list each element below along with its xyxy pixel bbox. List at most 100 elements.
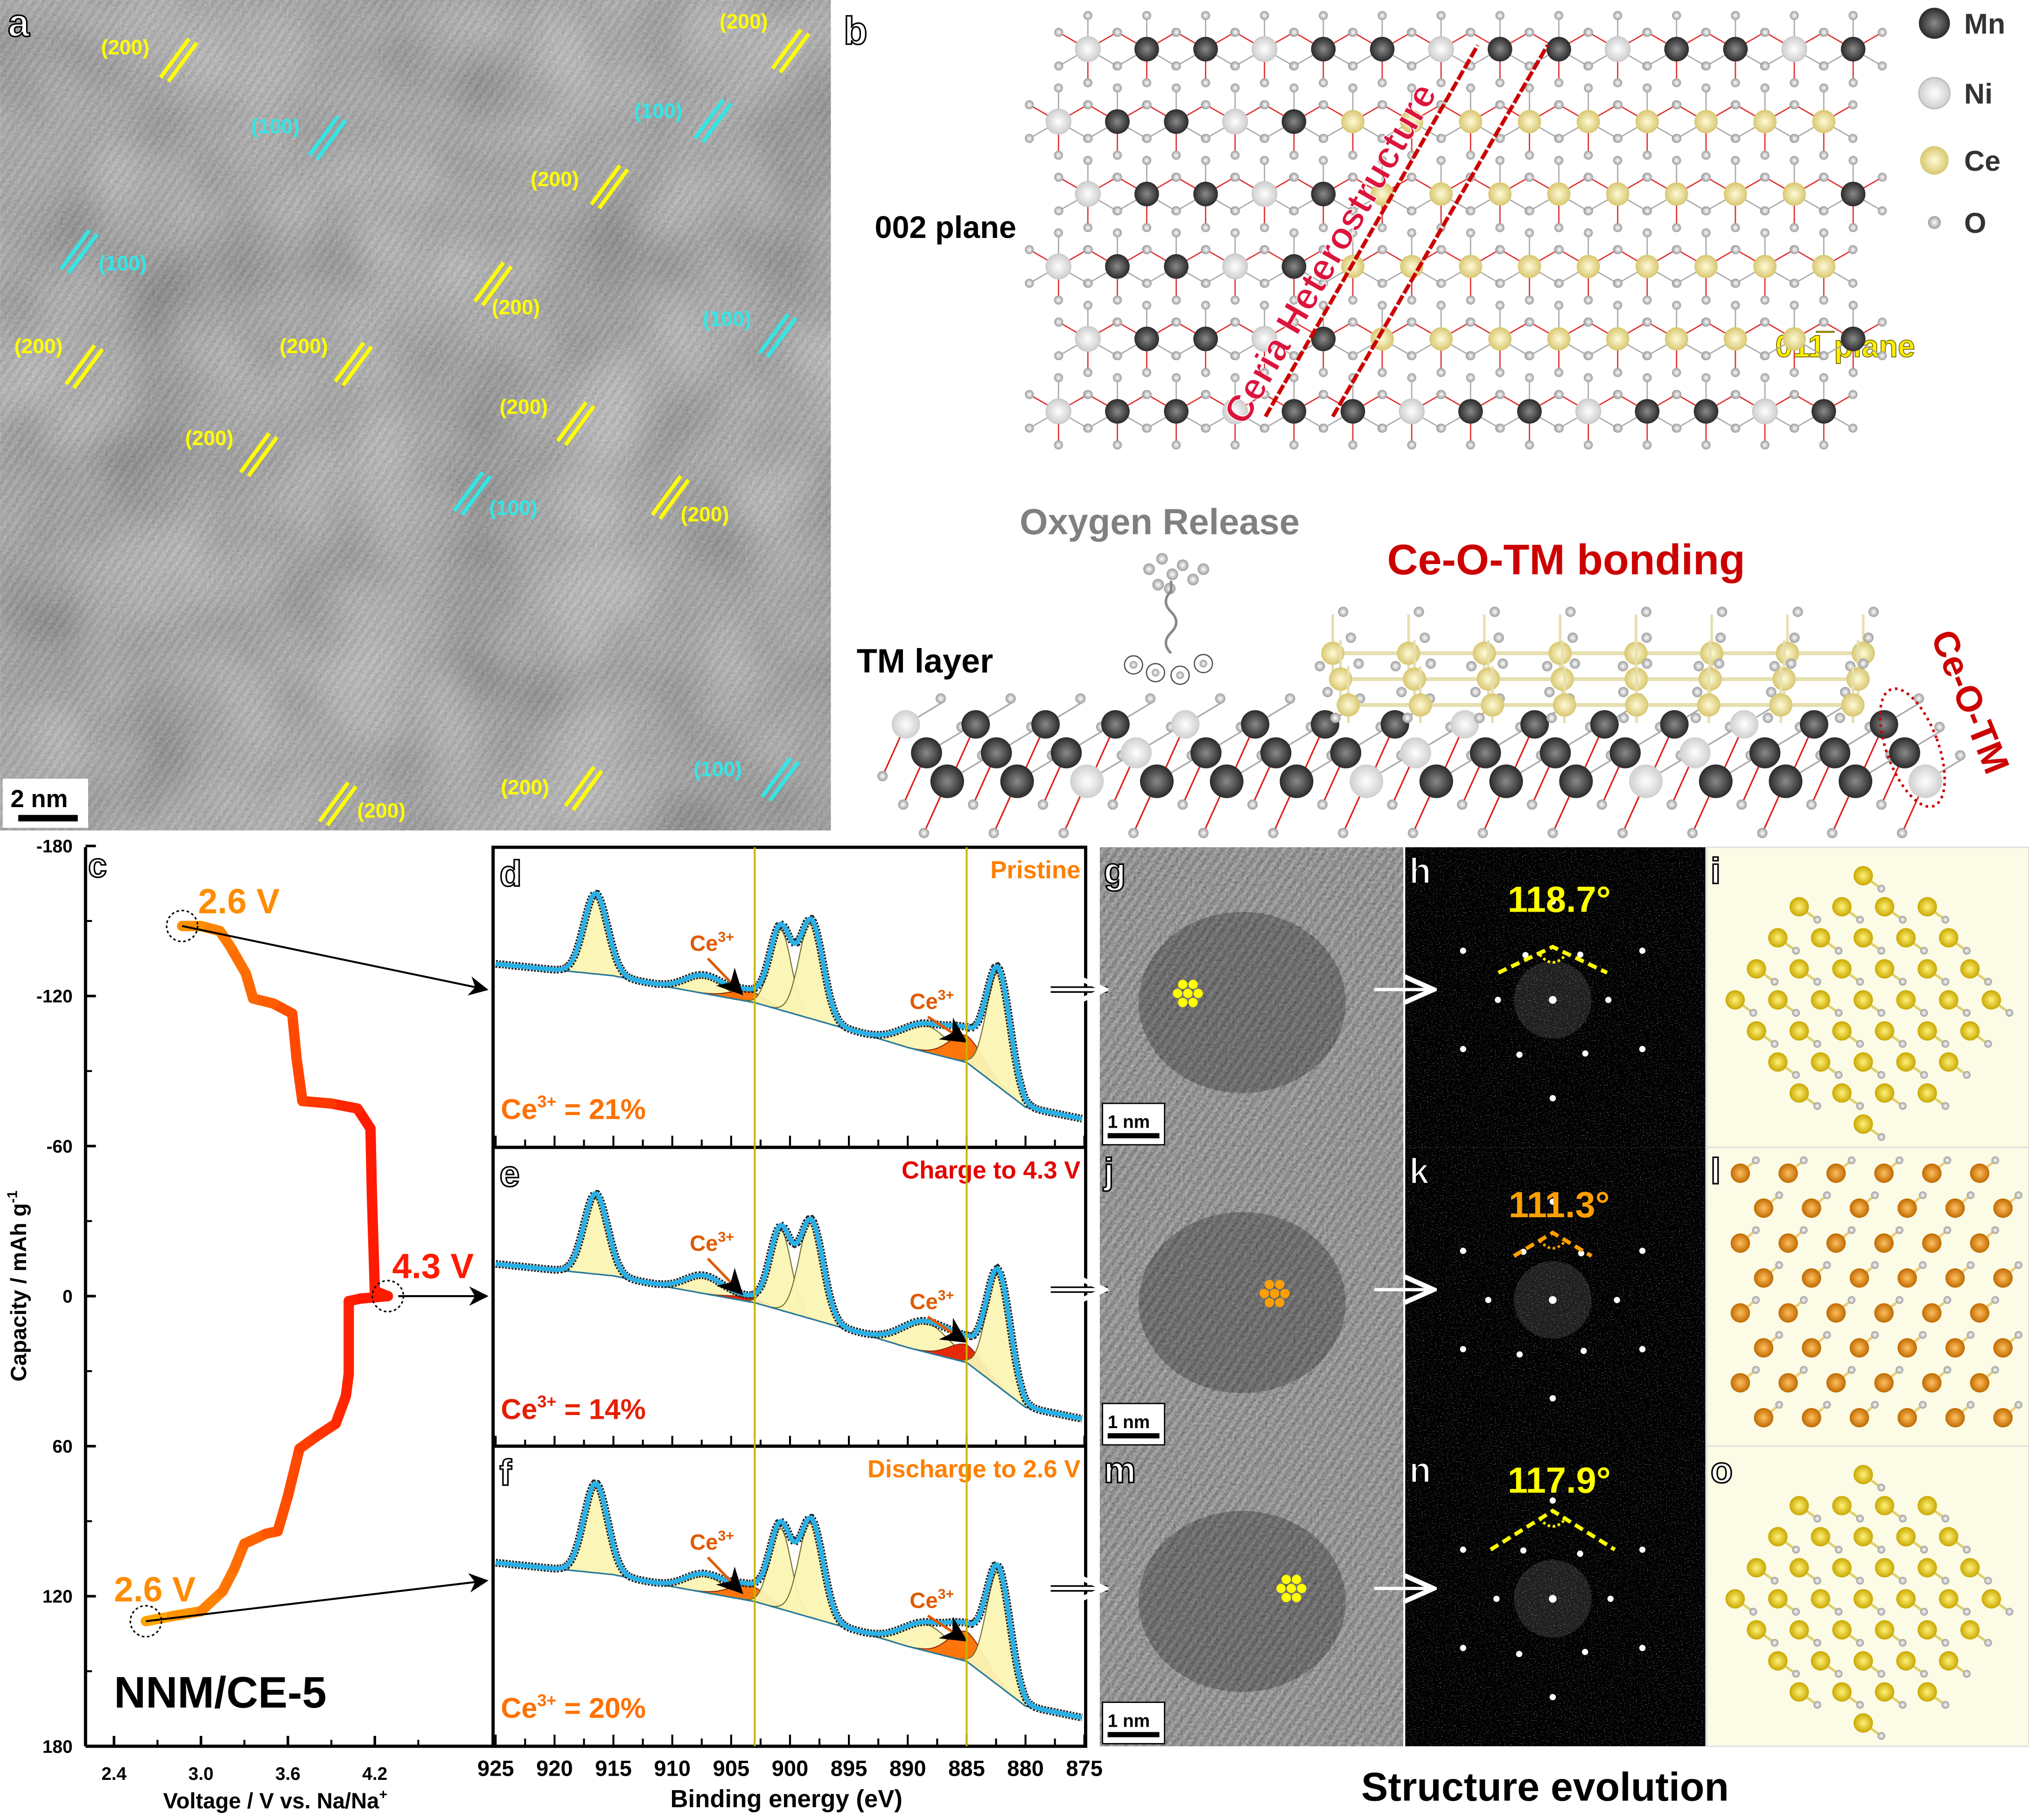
legend-ce-icon — [1920, 146, 1949, 175]
label-4-3v: 4.3 V — [392, 1246, 474, 1285]
o-atom — [1084, 245, 1093, 254]
o-atom — [968, 799, 979, 810]
o-atom — [1037, 799, 1049, 810]
ce3-peak-annotation-ce: Ce — [910, 1289, 938, 1314]
o-atom — [1054, 373, 1063, 383]
o-atom — [1871, 1261, 1879, 1269]
atomic-column-dot — [1193, 989, 1203, 998]
o-atom — [1643, 28, 1652, 37]
o-atom — [1172, 173, 1181, 182]
o-atom — [1584, 28, 1593, 37]
ce3-fraction-ce: Ce — [501, 1093, 537, 1125]
ce-atom — [1896, 928, 1916, 948]
o-atom — [1345, 632, 1356, 643]
scale-bar-text: 1 nm — [1108, 1711, 1150, 1731]
o-atom — [1172, 317, 1181, 327]
o-atom — [1858, 658, 1868, 669]
mn-atom — [1260, 737, 1292, 768]
o-atom — [1390, 661, 1401, 671]
o-atom — [1231, 151, 1240, 160]
fft-diffraction-spot — [1639, 948, 1646, 954]
o-atom — [1856, 978, 1864, 986]
o-atom — [1466, 295, 1476, 305]
vacancy-circle — [1194, 654, 1213, 674]
panel-label-model: l — [1711, 1151, 1721, 1192]
o-atom — [1142, 11, 1152, 20]
o-atom — [1643, 373, 1652, 383]
x-axis-title-sup: + — [379, 1787, 387, 1803]
ce-atom — [1754, 1268, 1774, 1288]
ni-atom — [1070, 764, 1104, 798]
ce-atom — [1874, 1163, 1894, 1183]
o-atom — [1913, 693, 1924, 704]
panel-label-e: e — [500, 1154, 520, 1194]
ce-atom — [1938, 928, 1959, 948]
o-atom — [1868, 607, 1879, 617]
ce-atom — [1897, 1408, 1917, 1428]
voltage-curve-segment — [365, 1123, 378, 1201]
atomic-column-dot — [1183, 989, 1193, 998]
vacancy-circle — [1146, 662, 1166, 683]
ce-atom — [1874, 1373, 1894, 1393]
o-atom — [1437, 390, 1446, 399]
lattice-fringe-marker — [67, 233, 99, 274]
ce-atom — [1747, 1021, 1766, 1041]
panel-label-tem: g — [1104, 851, 1126, 892]
o-atom — [1775, 1191, 1783, 1199]
o-atom — [1378, 11, 1387, 20]
ce-atom — [1993, 1198, 2013, 1218]
structure-row: 1 nm m 117.9° n o — [1050, 1445, 2029, 1747]
o-atom — [1847, 1226, 1856, 1234]
ce-atom — [1811, 1651, 1831, 1671]
background-line — [496, 963, 1083, 1120]
fft-angle-value: 111.3° — [1509, 1185, 1610, 1225]
o-atom — [1819, 317, 1829, 327]
atomic-column-dot — [1276, 1583, 1286, 1593]
mn-atom — [1660, 710, 1689, 739]
o-atom — [1583, 295, 1593, 305]
fft-diffraction-spot — [1639, 1346, 1646, 1353]
o-atom — [1201, 100, 1210, 110]
mn-atom — [1635, 399, 1660, 424]
plane-label: (100) — [98, 252, 147, 275]
ce-atom — [1397, 642, 1420, 665]
legend-mn-icon — [1919, 7, 1950, 39]
o-atom — [1413, 607, 1424, 617]
released-o-atom — [1156, 553, 1168, 565]
o-atom — [1496, 100, 1505, 110]
ce3-annotation-arrow — [927, 1316, 968, 1343]
lattice-fringe-marker — [771, 28, 803, 70]
o-atom — [1613, 133, 1623, 143]
o-atom — [1113, 317, 1122, 327]
scale-bar — [1107, 1133, 1160, 1138]
o-atom — [1231, 317, 1240, 327]
fft-diffraction-spot — [1549, 1395, 1556, 1402]
lattice-fringe-marker — [318, 781, 350, 823]
ni-atom — [1045, 398, 1071, 425]
xps-x-tick-label: 885 — [948, 1756, 985, 1781]
o-atom — [1201, 156, 1210, 165]
atomic-column-dot — [1188, 997, 1198, 1007]
o-atom — [1259, 300, 1269, 310]
ce-atom — [1635, 110, 1659, 133]
o-atom — [1547, 828, 1558, 838]
o-atom — [1984, 1576, 1992, 1585]
o-atom — [1848, 223, 1858, 232]
lattice-fringe-marker — [651, 474, 683, 516]
o-atom — [1701, 373, 1711, 383]
mn-atom — [1840, 37, 1866, 62]
o-atom — [1315, 661, 1325, 671]
o-atom — [1877, 1133, 1885, 1141]
xps-x-tick-label: 925 — [477, 1756, 514, 1781]
xps-condition-label: Pristine — [990, 857, 1080, 884]
o-atom — [1231, 61, 1240, 71]
panel-label-f: f — [500, 1453, 512, 1493]
o-atom — [1330, 712, 1341, 723]
o-atom — [1877, 61, 1887, 71]
o-atom — [1877, 1009, 1885, 1017]
ce-atom — [1874, 1233, 1894, 1253]
o-atom — [1466, 206, 1476, 216]
lattice-fringe-marker — [564, 766, 596, 807]
o-atom — [1289, 83, 1299, 93]
ce3-peak-annotation: Ce3+ — [910, 1287, 954, 1313]
